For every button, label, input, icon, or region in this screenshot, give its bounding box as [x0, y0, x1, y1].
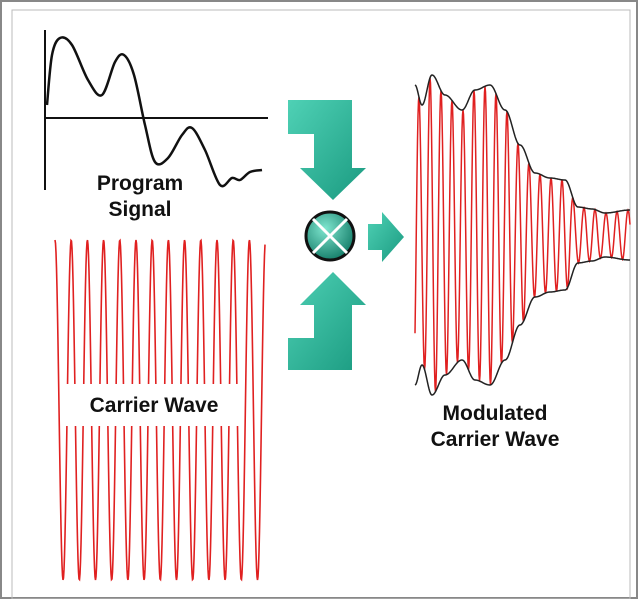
arrow: [368, 212, 404, 262]
label-box: [66, 384, 242, 426]
inner-frame: [11, 9, 631, 599]
label: Signal: [108, 198, 171, 221]
carrier-curve: [54, 238, 266, 582]
label: Carrier Wave: [90, 394, 219, 417]
program-signal: [44, 30, 268, 190]
label: Modulated: [443, 402, 548, 425]
envelope: [414, 74, 630, 214]
mixer-cross: [311, 217, 349, 255]
envelope: [414, 256, 630, 396]
modulated-curve: [414, 77, 631, 392]
label: Program: [97, 172, 183, 195]
label: Carrier Wave: [431, 428, 560, 451]
signal-curve: [45, 36, 263, 188]
arrow: [288, 272, 366, 370]
arrow: [288, 100, 366, 200]
